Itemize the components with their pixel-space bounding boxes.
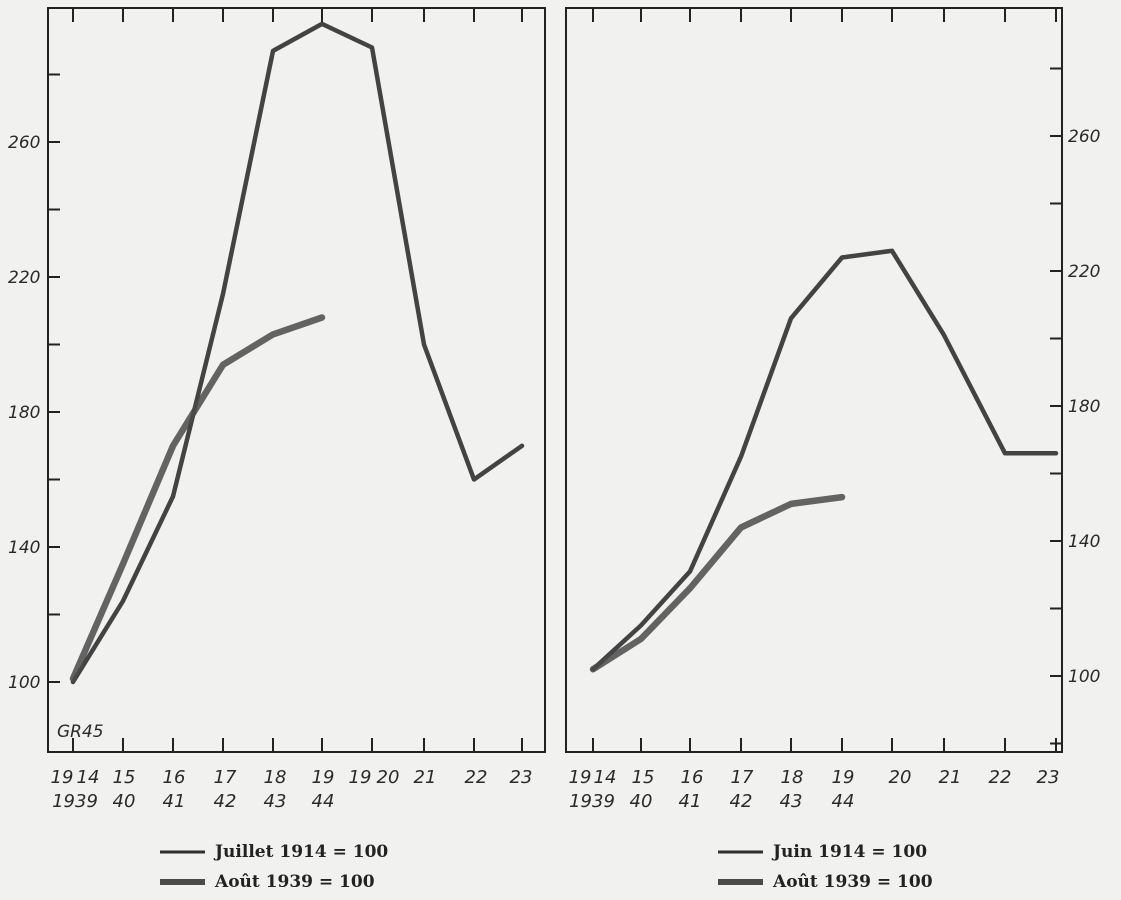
y-tick-label: 260 [1068,127,1100,147]
x-tick-label: 20 [889,767,912,788]
x-tick-label: 22 [989,767,1012,788]
x-tick-label-secondary: 1939 [569,791,615,812]
plot-frame [47,7,546,753]
x-tick-label: 16 [163,767,186,788]
legend-label-1: Juillet 1914 = 100 [213,842,388,862]
series-line-1 [70,21,525,685]
x-tick-label-secondary: 40 [630,791,653,812]
x-tick-label: 19 [312,767,335,788]
x-tick-label: 19 [51,767,74,788]
x-tick-label: 23 [1037,767,1060,788]
legend-label-1: Juin 1914 = 100 [771,842,927,862]
x-tick-label: 22 [465,767,488,788]
series-line-2 [589,493,846,673]
series-line-2 [69,314,326,682]
x-tick-label: 18 [781,767,804,788]
x-tick-label: 14 [594,767,617,788]
x-tick-label: 19 [832,767,855,788]
y-tick-label: 140 [1068,532,1100,552]
x-tick-label-secondary: 44 [832,791,855,812]
x-tick-label: 17 [214,767,237,788]
x-tick-label: 18 [264,767,287,788]
x-tick-label: 23 [510,767,533,788]
x-tick-label-secondary: 40 [113,791,136,812]
plot-frame [565,7,1063,753]
y-tick-label: 220 [8,268,40,288]
x-tick-label: 19 [349,767,372,788]
x-tick-label: 21 [414,767,437,788]
y-tick-label: 220 [1068,262,1100,282]
y-tick-label: 100 [1068,667,1100,687]
x-tick-label: 19 [569,767,592,788]
x-tick-label-secondary: 1939 [52,791,98,812]
x-tick-label-secondary: 42 [730,791,753,812]
y-tick-label: 260 [8,133,40,153]
x-tick-label: 21 [939,767,962,788]
y-tick-label: 180 [8,403,40,423]
y-tick-label: 100 [8,673,40,693]
x-tick-label: 15 [632,767,655,788]
series-line-1 [590,248,1059,672]
legend-label-2: Août 1939 = 100 [214,872,375,892]
chart-annotation: GR45 [57,722,104,742]
y-tick-label: 140 [8,538,40,558]
x-tick-label-secondary: 43 [264,791,287,812]
legend-label-2: Août 1939 = 100 [772,872,933,892]
x-tick-label: 17 [731,767,754,788]
x-tick-label: 16 [681,767,704,788]
x-tick-label-secondary: 41 [679,791,702,812]
x-tick-label: 14 [77,767,100,788]
x-tick-label-secondary: 43 [780,791,803,812]
x-tick-label-secondary: 44 [312,791,335,812]
x-tick-label-secondary: 41 [163,791,186,812]
x-tick-label: 15 [113,767,136,788]
y-tick-label: 180 [1068,397,1100,417]
x-tick-label: 20 [377,767,400,788]
x-tick-label-secondary: 42 [214,791,237,812]
